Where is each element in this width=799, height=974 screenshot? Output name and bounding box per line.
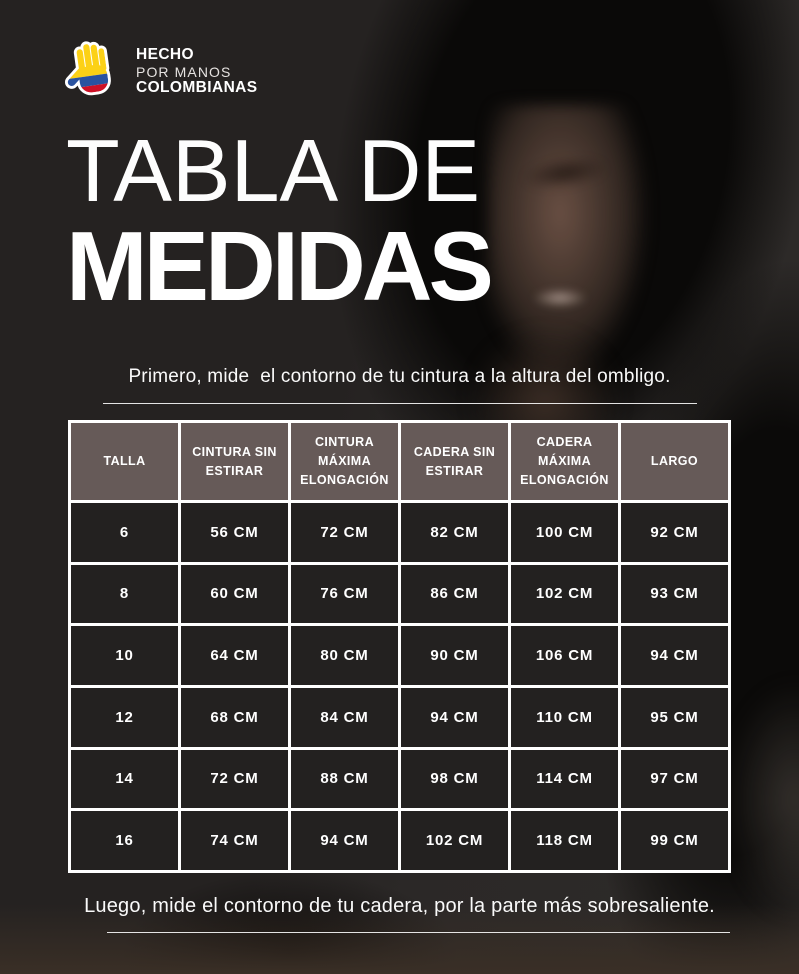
size-cell: 114 CM [511, 749, 618, 809]
size-cell: 118 CM [511, 811, 618, 870]
logo-line-por-manos: POR MANOS [136, 63, 232, 80]
header-cell-cintura-maxima: CINTURA MÁXIMA ELONGACIÓN [291, 423, 398, 500]
size-cell: 88 CM [291, 749, 398, 809]
size-cell: 95 CM [621, 688, 728, 747]
logo-line-hecho: HECHO [136, 46, 194, 64]
size-cell: 92 CM [621, 503, 728, 562]
size-cell: 14 [71, 749, 178, 809]
size-cell: 10 [71, 626, 178, 685]
smile-highlight [532, 288, 588, 308]
size-cell: 94 CM [291, 811, 398, 870]
instruction-hip: Luego, mide el contorno de tu cadera, po… [84, 895, 715, 917]
size-cell: 56 CM [181, 503, 288, 562]
hand-flag-icon [64, 41, 111, 96]
underline-rule-top [103, 403, 697, 404]
size-cell: 6 [71, 503, 178, 562]
header-cell-cintura-sin-estirar: CINTURA SIN ESTIRAR [181, 423, 288, 500]
size-cell: 72 CM [291, 503, 398, 562]
size-cell: 97 CM [621, 749, 728, 809]
shoulder-glow [725, 680, 799, 920]
floor-shadow [0, 904, 799, 974]
size-cell: 86 CM [401, 564, 508, 624]
title-line-medidas: MEDIDAS [66, 211, 494, 322]
header-cell-cadera-sin-estirar: CADERA SIN ESTIRAR [401, 423, 508, 500]
size-cell: 110 CM [511, 688, 618, 747]
brand-logo: HECHO POR MANOS COLOMBIANAS [64, 38, 258, 106]
size-cell: 12 [71, 688, 178, 747]
size-cell: 76 CM [291, 564, 398, 624]
size-cell: 16 [71, 811, 178, 870]
instruction-waist: Primero, mide el contorno de tu cintura … [128, 366, 671, 387]
size-cell: 68 CM [181, 688, 288, 747]
size-cell: 94 CM [401, 688, 508, 747]
size-cell: 90 CM [401, 626, 508, 685]
size-table: TALLA CINTURA SIN ESTIRAR CINTURA MÁXIMA… [68, 420, 731, 873]
size-cell: 98 CM [401, 749, 508, 809]
size-cell: 64 CM [181, 626, 288, 685]
page-title: TABLA DE MEDIDAS [66, 121, 494, 322]
logo-line-colombianas: COLOMBIANAS [136, 79, 258, 97]
header-cell-largo: LARGO [621, 423, 728, 500]
size-cell: 60 CM [181, 564, 288, 624]
size-cell: 94 CM [621, 626, 728, 685]
size-cell: 93 CM [621, 564, 728, 624]
size-cell: 72 CM [181, 749, 288, 809]
size-cell: 84 CM [291, 688, 398, 747]
underline-rule-bottom [107, 932, 730, 933]
size-cell: 102 CM [511, 564, 618, 624]
size-cell: 80 CM [291, 626, 398, 685]
size-cell: 100 CM [511, 503, 618, 562]
header-cell-cadera-maxima: CADERA MÁXIMA ELONGACIÓN [511, 423, 618, 500]
size-cell: 102 CM [401, 811, 508, 870]
size-cell: 74 CM [181, 811, 288, 870]
size-cell: 82 CM [401, 503, 508, 562]
header-cell-talla: TALLA [71, 423, 178, 500]
size-cell: 8 [71, 564, 178, 624]
size-cell: 99 CM [621, 811, 728, 870]
title-line-tabla-de: TABLA DE [66, 121, 481, 220]
size-cell: 106 CM [511, 626, 618, 685]
logo-wordmark: HECHO POR MANOS COLOMBIANAS [136, 47, 258, 97]
